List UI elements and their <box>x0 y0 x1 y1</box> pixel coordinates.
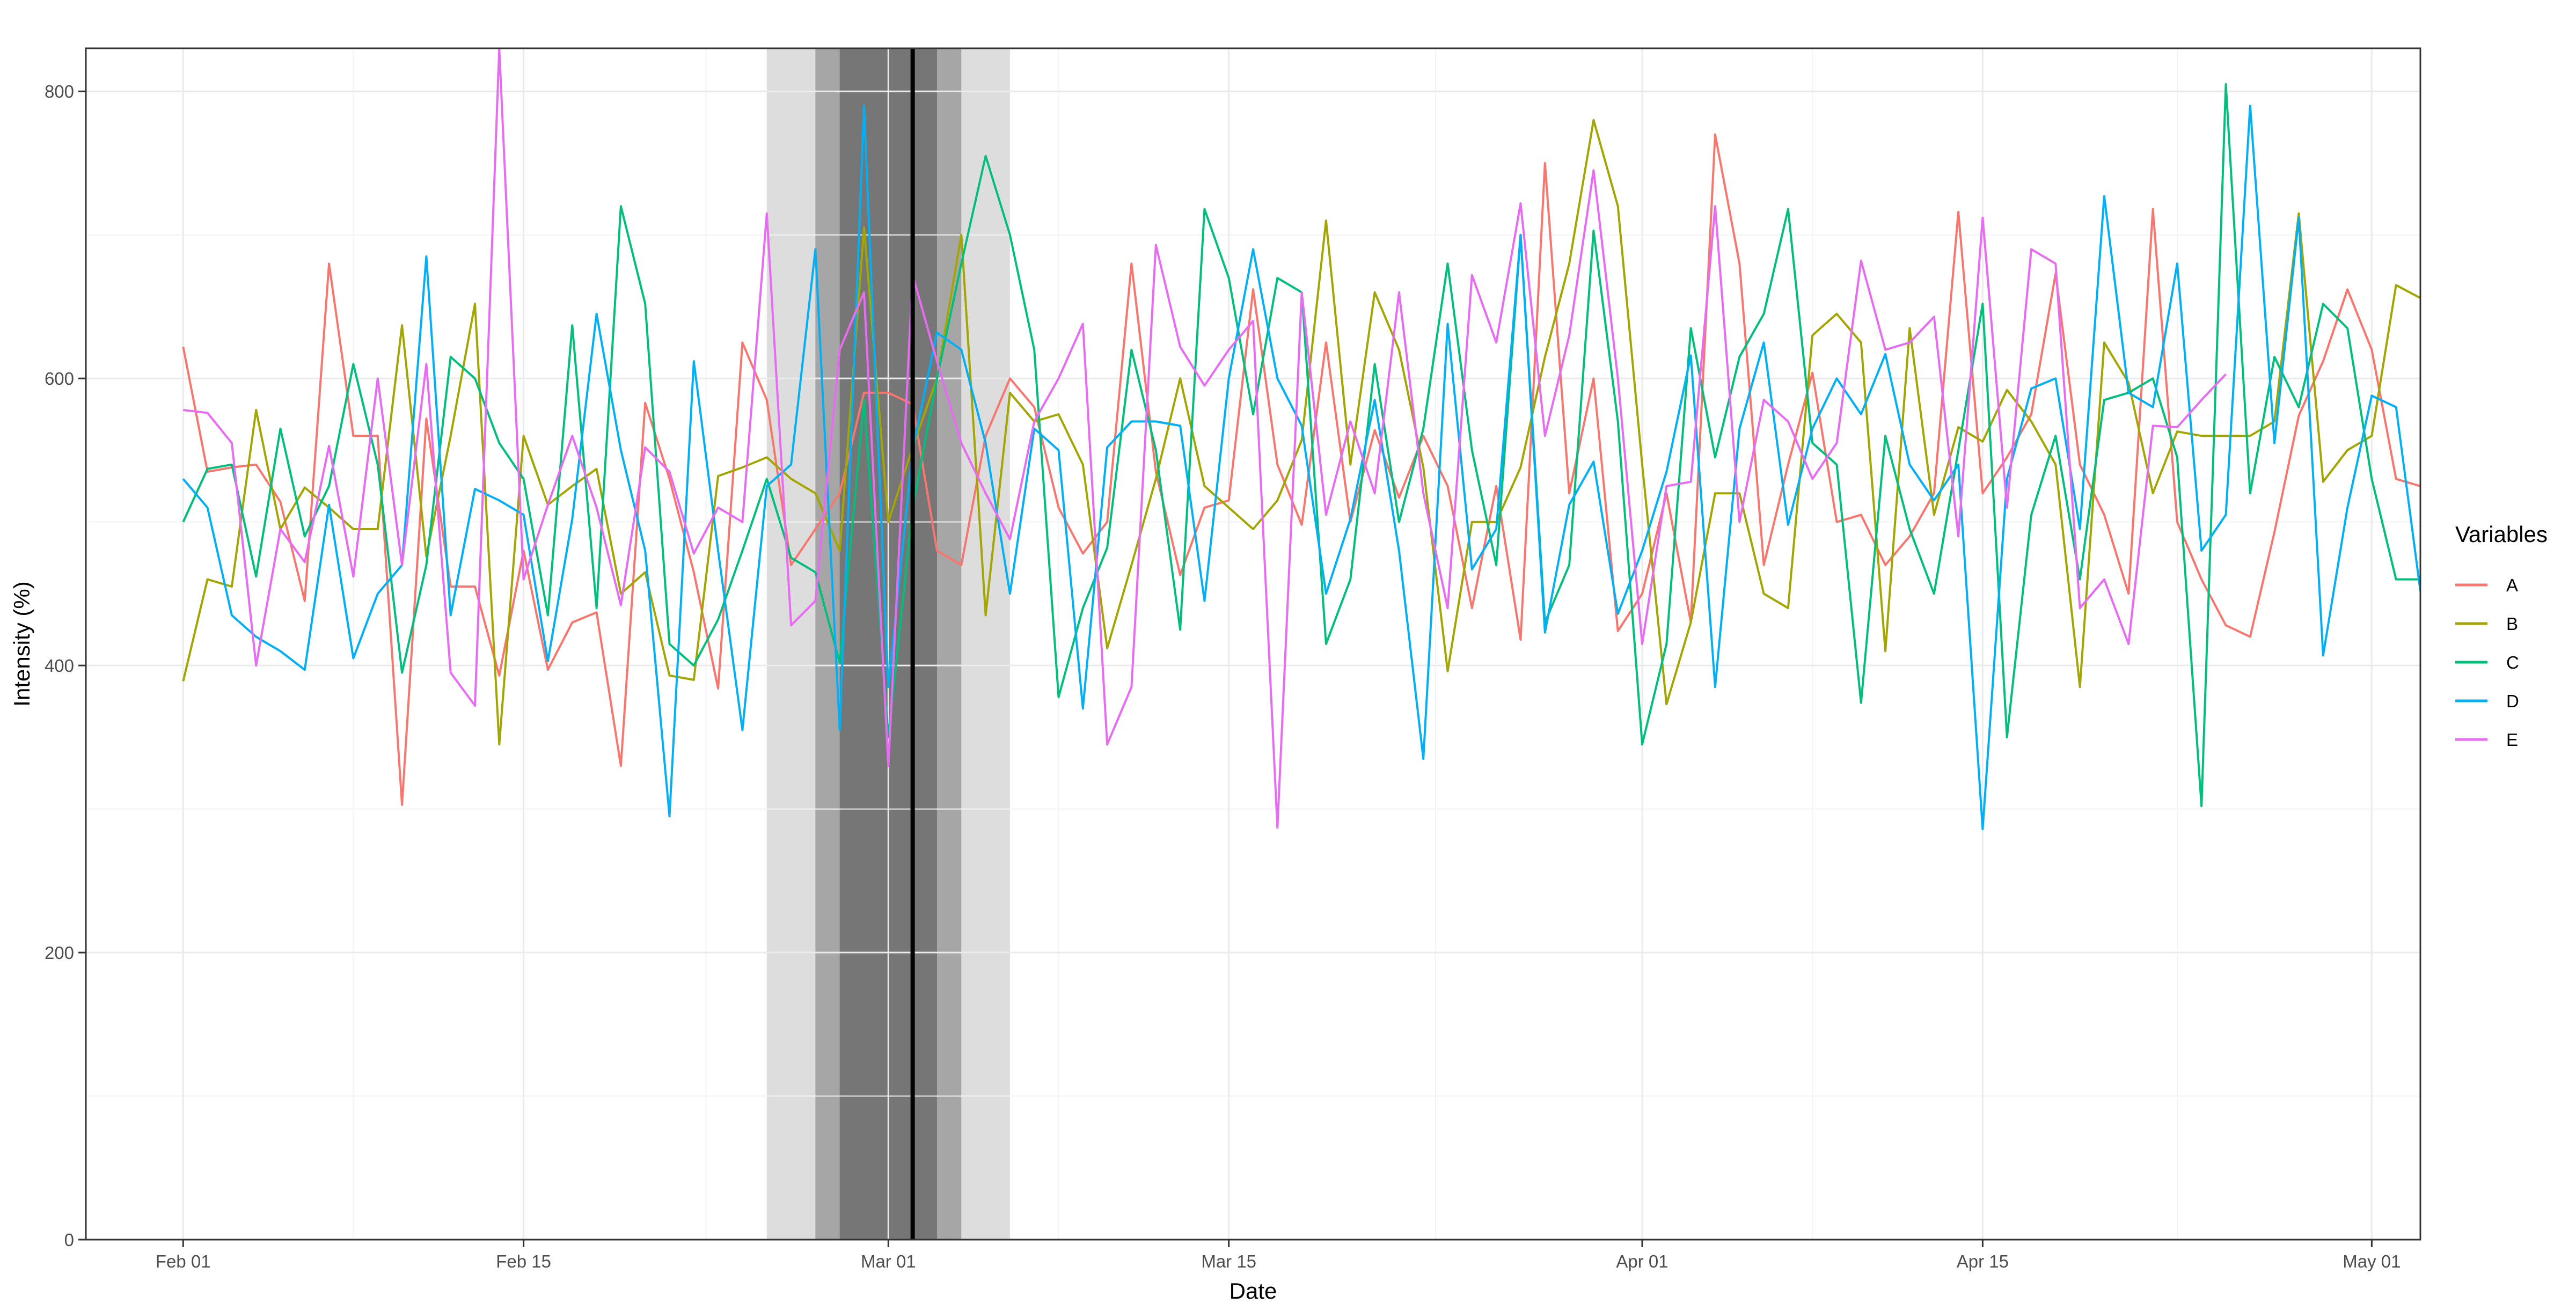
series-line-d <box>182 105 2420 830</box>
series-line-b <box>182 119 2420 746</box>
x-axis: Feb 01 Feb 15 Mar 01 Mar 15 Apr 01 Apr 15 May … <box>156 1240 2401 1271</box>
legend-label-d: D <box>2506 691 2519 711</box>
y-tick-label: 200 <box>45 943 74 963</box>
series-line-e <box>183 48 2227 829</box>
x-tick-label: Mar 01 <box>861 1251 916 1271</box>
legend-label-b: B <box>2506 614 2518 634</box>
panel-border <box>85 47 2421 1241</box>
legend-label-e: E <box>2506 730 2518 750</box>
legend-label-a: A <box>2506 575 2518 595</box>
y-tick-label: 400 <box>45 656 74 676</box>
x-tick-label: Feb 01 <box>156 1251 211 1271</box>
x-tick-label: Mar 15 <box>1201 1251 1256 1271</box>
y-tick-label: 800 <box>45 82 74 101</box>
x-tick-label: Apr 15 <box>1957 1251 2009 1271</box>
y-axis: 0 200 400 600 800 <box>45 82 86 1250</box>
series-line-a <box>182 133 2420 806</box>
x-tick-label: Apr 01 <box>1616 1251 1668 1271</box>
major-grid <box>86 48 2420 1241</box>
x-axis-title: Date <box>1230 1278 1277 1303</box>
legend-label-c: C <box>2506 653 2519 672</box>
y-axis-title: Intensity (%) <box>9 581 34 706</box>
series-lines <box>182 48 2420 830</box>
x-tick-label: May 01 <box>2343 1251 2401 1271</box>
legend-title: Variables <box>2455 522 2548 547</box>
x-tick-label: Feb 15 <box>496 1251 551 1271</box>
y-tick-label: 600 <box>45 369 74 389</box>
y-tick-label: 0 <box>64 1230 74 1250</box>
minor-grid <box>86 48 2420 1240</box>
series-line-c <box>182 83 2420 808</box>
